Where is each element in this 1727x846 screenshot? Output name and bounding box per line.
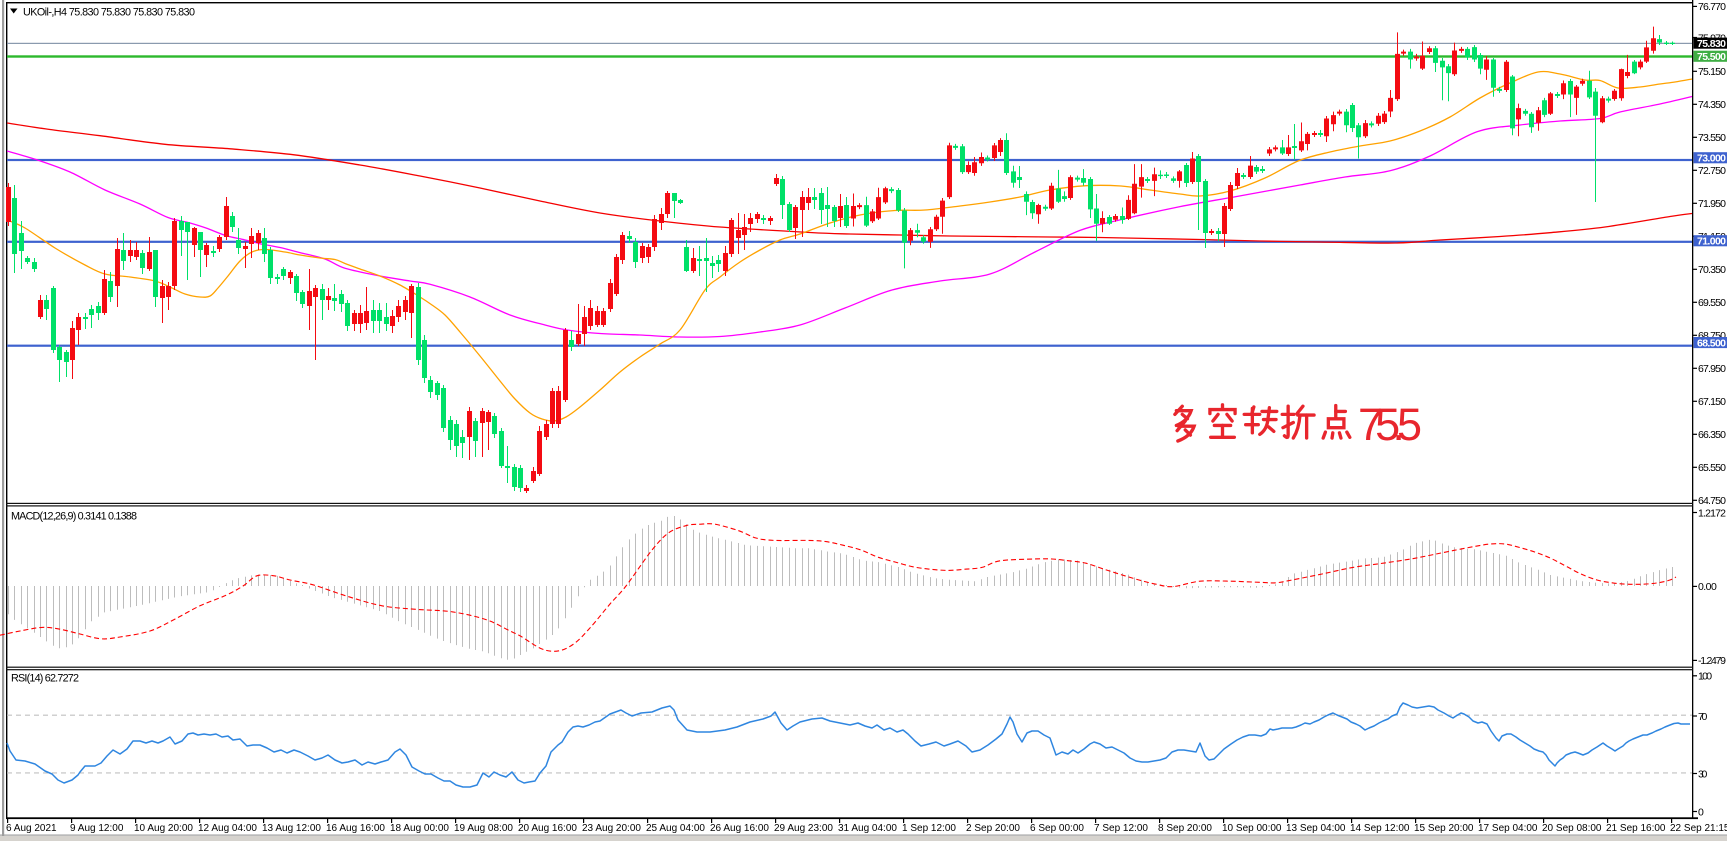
- svg-text:MACD(12,26,9) 0.3141 0.1388: MACD(12,26,9) 0.3141 0.1388: [11, 511, 137, 523]
- svg-text:67.950: 67.950: [1698, 363, 1726, 375]
- svg-text:-1.2479: -1.2479: [1698, 655, 1726, 667]
- svg-text:0: 0: [1698, 806, 1704, 818]
- svg-text:1 Sep 12:00: 1 Sep 12:00: [902, 823, 956, 834]
- svg-text:100: 100: [1698, 671, 1712, 683]
- svg-text:68.500: 68.500: [1697, 337, 1726, 349]
- svg-text:64.750: 64.750: [1698, 495, 1726, 507]
- svg-text:70.350: 70.350: [1698, 264, 1726, 276]
- svg-text:2 Sep 20:00: 2 Sep 20:00: [966, 823, 1020, 834]
- svg-text:67.150: 67.150: [1698, 396, 1726, 408]
- svg-text:8 Sep 20:00: 8 Sep 20:00: [1158, 823, 1212, 834]
- svg-text:15 Sep 20:00: 15 Sep 20:00: [1414, 823, 1474, 834]
- svg-text:21 Sep 16:00: 21 Sep 16:00: [1606, 823, 1666, 834]
- svg-text:0.00: 0.00: [1698, 581, 1717, 593]
- svg-text:19 Aug 08:00: 19 Aug 08:00: [454, 823, 513, 834]
- svg-text:70: 70: [1698, 711, 1708, 723]
- svg-text:13 Aug 12:00: 13 Aug 12:00: [262, 823, 321, 834]
- svg-text:72.750: 72.750: [1698, 165, 1726, 177]
- svg-text:25 Aug 04:00: 25 Aug 04:00: [646, 823, 705, 834]
- svg-text:20 Aug 16:00: 20 Aug 16:00: [518, 823, 577, 834]
- svg-text:16 Aug 16:00: 16 Aug 16:00: [326, 823, 385, 834]
- svg-text:71.000: 71.000: [1697, 236, 1726, 248]
- svg-text:65.550: 65.550: [1698, 462, 1726, 474]
- svg-text:1.2172: 1.2172: [1698, 507, 1726, 519]
- svg-text:75.150: 75.150: [1698, 66, 1726, 78]
- svg-text:7 Sep 12:00: 7 Sep 12:00: [1094, 823, 1148, 834]
- svg-text:71.950: 71.950: [1698, 198, 1726, 210]
- svg-text:17 Sep 04:00: 17 Sep 04:00: [1478, 823, 1538, 834]
- svg-text:20 Sep 08:00: 20 Sep 08:00: [1542, 823, 1602, 834]
- svg-text:14 Sep 12:00: 14 Sep 12:00: [1350, 823, 1410, 834]
- svg-text:10 Aug 20:00: 10 Aug 20:00: [134, 823, 193, 834]
- svg-text:22 Sep 21:15: 22 Sep 21:15: [1670, 823, 1727, 834]
- svg-text:31 Aug 04:00: 31 Aug 04:00: [838, 823, 897, 834]
- svg-text:23 Aug 20:00: 23 Aug 20:00: [582, 823, 641, 834]
- svg-text:9 Aug 12:00: 9 Aug 12:00: [70, 823, 124, 834]
- svg-text:75.500: 75.500: [1697, 51, 1726, 63]
- svg-text:29 Aug 23:00: 29 Aug 23:00: [774, 823, 833, 834]
- svg-text:30: 30: [1698, 768, 1708, 780]
- svg-text:12 Aug 04:00: 12 Aug 04:00: [198, 823, 257, 834]
- svg-text:76.770: 76.770: [1698, 1, 1726, 13]
- svg-text:6 Sep 00:00: 6 Sep 00:00: [1030, 823, 1084, 834]
- svg-text:18 Aug 00:00: 18 Aug 00:00: [390, 823, 449, 834]
- svg-text:RSI(14) 62.7272: RSI(14) 62.7272: [11, 673, 79, 685]
- svg-text:73.000: 73.000: [1697, 153, 1726, 165]
- svg-text:75.830: 75.830: [1697, 38, 1726, 50]
- svg-text:66.350: 66.350: [1698, 429, 1726, 441]
- svg-text:26 Aug 16:00: 26 Aug 16:00: [710, 823, 769, 834]
- svg-text:75.5: 75.5: [1358, 399, 1422, 450]
- svg-text:69.550: 69.550: [1698, 297, 1726, 309]
- svg-text:74.350: 74.350: [1698, 99, 1726, 111]
- svg-text:UKOil-,H4 75.830 75.830 75.83: UKOil-,H4 75.830 75.830 75.830 75.830: [23, 7, 195, 19]
- svg-text:10 Sep 00:00: 10 Sep 00:00: [1222, 823, 1282, 834]
- svg-text:6 Aug 2021: 6 Aug 2021: [6, 823, 57, 834]
- svg-text:73.550: 73.550: [1698, 132, 1726, 144]
- svg-text:13 Sep 04:00: 13 Sep 04:00: [1286, 823, 1346, 834]
